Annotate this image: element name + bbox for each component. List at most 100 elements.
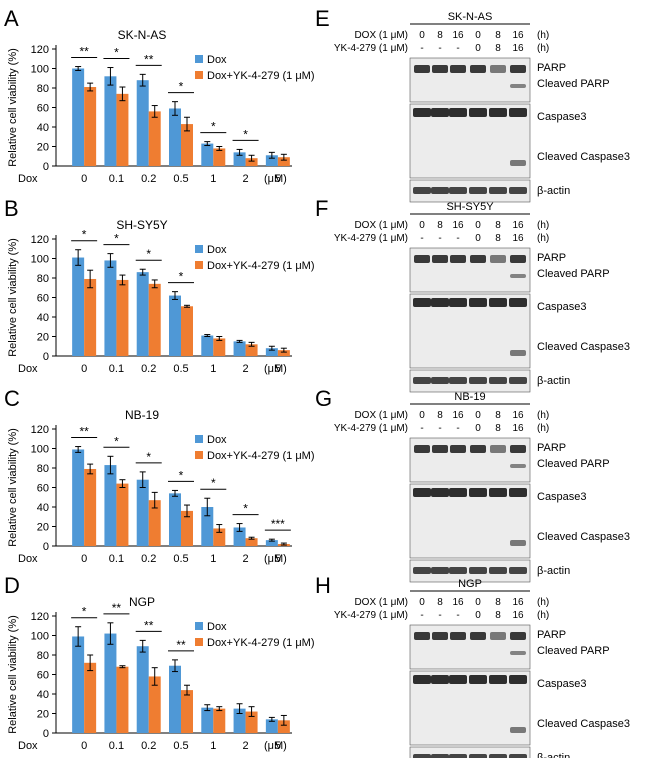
yk-time: - — [456, 610, 459, 621]
x-tick-label: 0.2 — [141, 173, 156, 185]
panel-letter: H — [315, 573, 331, 598]
y-tick-label: 80 — [37, 273, 49, 285]
unit-label: (h) — [537, 410, 549, 421]
band-parp — [414, 445, 430, 453]
band-parp — [470, 632, 486, 640]
band-actin — [431, 377, 449, 384]
legend-label-combo: Dox+YK-4-279 (1 μM) — [207, 70, 315, 82]
unit-label: (h) — [537, 30, 549, 41]
band-cleaved-caspase3 — [510, 350, 526, 356]
significance-marker: ** — [176, 638, 186, 652]
cell-line-label: SH-SY5Y — [446, 201, 494, 213]
band-caspase3 — [489, 488, 507, 497]
dox-time: 16 — [452, 410, 464, 421]
y-tick-label: 60 — [37, 103, 49, 115]
band-actin — [489, 187, 507, 194]
legend-swatch-combo — [195, 451, 203, 459]
blot-row-label: β-actin — [537, 565, 570, 577]
x-tick-label: 0.1 — [109, 740, 124, 752]
legend-label-dox: Dox — [207, 244, 227, 256]
x-tick-label: 5 — [275, 740, 281, 752]
y-tick-label: 80 — [37, 83, 49, 95]
yk-time: - — [438, 423, 441, 434]
bar-dox — [136, 80, 149, 166]
legend-label-combo: Dox+YK-4-279 (1 μM) — [207, 637, 315, 649]
bar-dox — [201, 507, 214, 546]
legend-swatch-combo — [195, 638, 203, 646]
yk-row-label: YK-4-279 (1 μM) — [334, 423, 408, 434]
bar-dox — [72, 257, 85, 356]
band-parp — [432, 445, 448, 453]
x-tick-label: 0.5 — [173, 553, 188, 565]
dox-time: 16 — [512, 30, 524, 41]
bar-dox — [104, 465, 117, 546]
yk-time: - — [420, 423, 423, 434]
yk-time: - — [456, 43, 459, 54]
y-tick-label: 120 — [31, 234, 49, 246]
dox-time: 16 — [452, 30, 464, 41]
yk-time: - — [456, 423, 459, 434]
blot-row-label: PARP — [537, 252, 566, 264]
band-caspase3 — [431, 108, 449, 117]
yk-time: - — [420, 610, 423, 621]
y-axis-label: Relative cell viability (%) — [7, 238, 19, 357]
y-tick-label: 20 — [37, 522, 49, 534]
cell-line-label: NB-19 — [454, 391, 485, 403]
dox-time: 8 — [495, 597, 501, 608]
band-caspase3 — [449, 298, 467, 307]
significance-marker: * — [82, 228, 87, 242]
yk-time: 8 — [495, 43, 501, 54]
significance-marker: ** — [112, 601, 122, 615]
dox-time: 0 — [419, 410, 425, 421]
y-axis-label: Relative cell viability (%) — [7, 615, 19, 734]
band-parp — [490, 632, 506, 640]
band-actin — [469, 567, 487, 574]
bar-dox — [233, 527, 246, 546]
band-actin — [413, 754, 431, 758]
band-parp — [414, 65, 430, 73]
band-parp — [470, 65, 486, 73]
blot-row-label: Caspase3 — [537, 491, 587, 503]
y-tick-label: 20 — [37, 332, 49, 344]
bar-dox — [104, 76, 117, 166]
legend-swatch-combo — [195, 261, 203, 269]
band-cleaved-parp — [510, 651, 526, 655]
band-caspase3 — [489, 675, 507, 684]
x-prefix-label: Dox — [18, 363, 38, 375]
x-tick-label: 1 — [210, 740, 216, 752]
x-tick-label: 0.1 — [109, 173, 124, 185]
band-actin — [431, 567, 449, 574]
band-caspase3 — [431, 488, 449, 497]
x-tick-label: 2 — [243, 173, 249, 185]
x-prefix-label: Dox — [18, 173, 38, 185]
dox-time: 16 — [512, 220, 524, 231]
yk-time: 8 — [495, 233, 501, 244]
y-tick-label: 0 — [43, 541, 49, 553]
bar-dox-yk — [116, 666, 129, 733]
yk-time: 16 — [512, 610, 524, 621]
dox-time: 8 — [437, 597, 443, 608]
blot-membrane — [409, 437, 531, 483]
significance-marker: * — [146, 450, 151, 464]
bar-dox — [169, 295, 181, 356]
bar-dox — [265, 348, 278, 356]
yk-time: 16 — [512, 423, 524, 434]
bar-dox-yk — [148, 676, 161, 733]
significance-marker: ** — [144, 52, 154, 66]
band-parp — [510, 255, 526, 263]
y-tick-label: 60 — [37, 293, 49, 305]
yk-row-label: YK-4-279 (1 μM) — [334, 233, 408, 244]
band-caspase3 — [431, 298, 449, 307]
x-tick-label: 5 — [275, 173, 281, 185]
band-parp — [490, 65, 506, 73]
bar-dox-yk — [116, 483, 129, 546]
bar-dox — [233, 341, 246, 356]
x-tick-label: 1 — [210, 553, 216, 565]
chart-title: NB-19 — [125, 408, 159, 422]
x-unit-label: (μM) — [264, 553, 287, 565]
significance-marker: ** — [79, 425, 89, 439]
dox-row-label: DOX (1 μM) — [354, 220, 408, 231]
bar-dox — [233, 708, 246, 733]
